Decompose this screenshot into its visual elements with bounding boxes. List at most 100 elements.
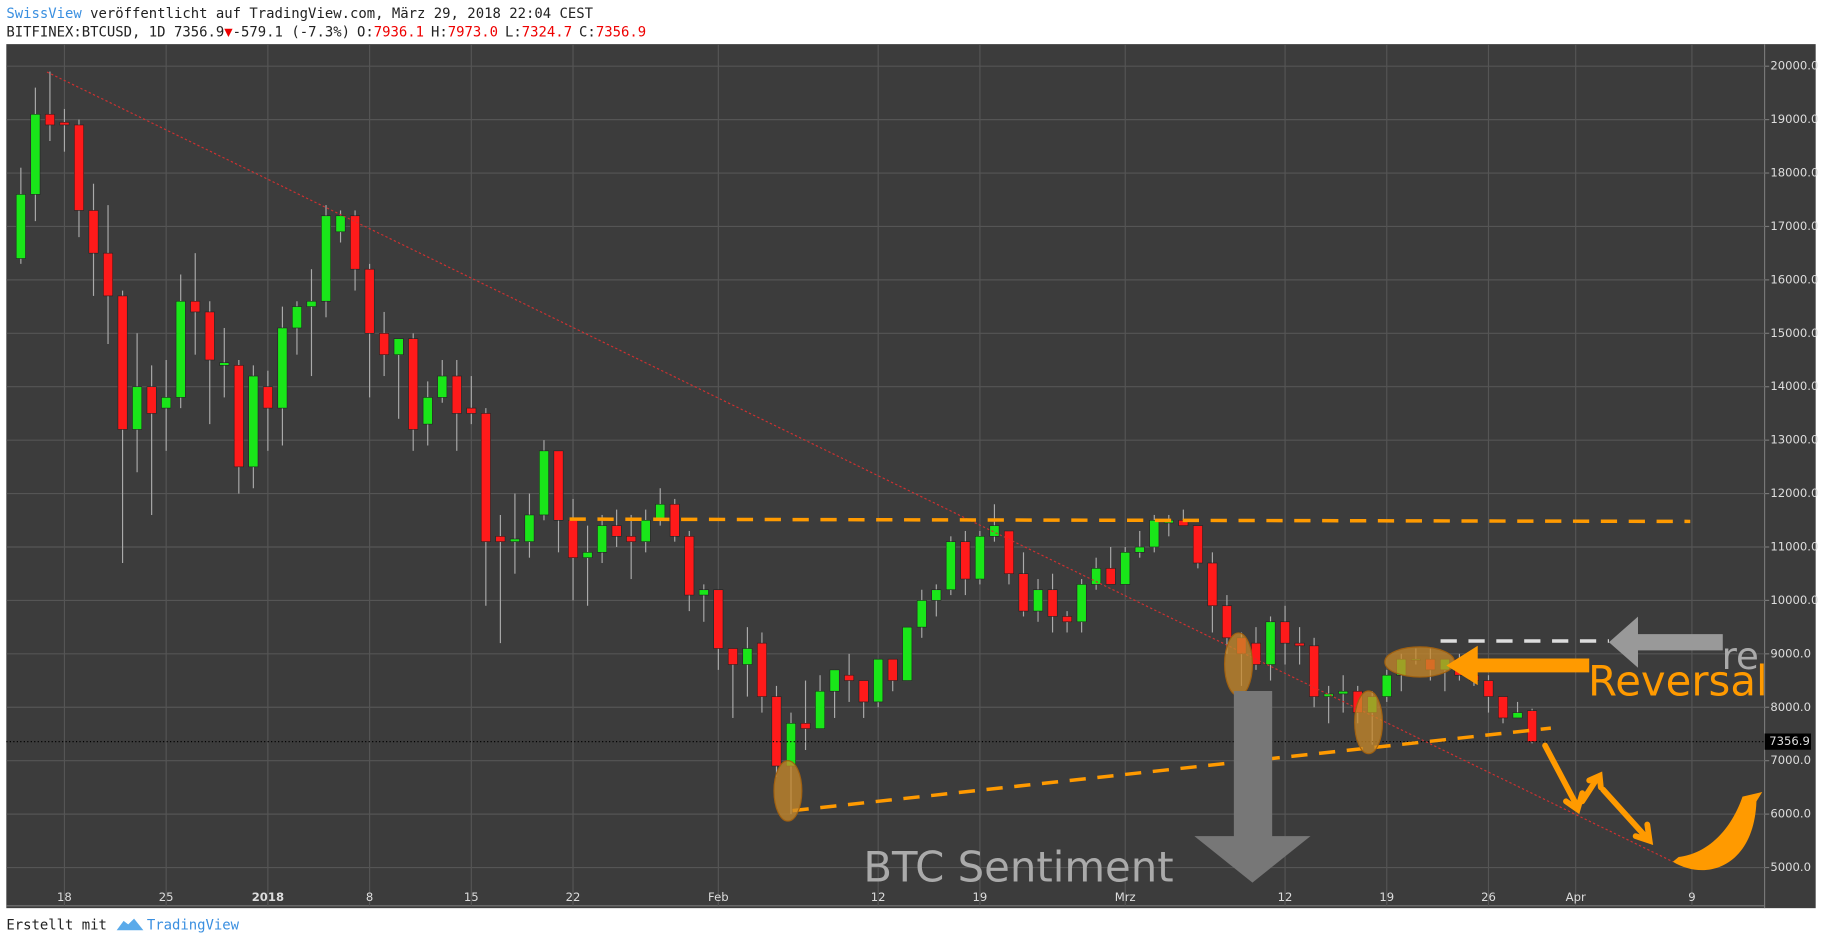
zigzag-arrows xyxy=(1542,742,1654,846)
last-price-label: 7356.9 xyxy=(1769,734,1810,748)
candle-body xyxy=(553,450,564,521)
highlight xyxy=(773,760,803,822)
candle-body xyxy=(437,375,448,398)
c-label: C: xyxy=(579,25,596,41)
y-tick-label: 9000.0 xyxy=(1770,646,1811,660)
tradingview-logo[interactable] xyxy=(116,918,144,931)
footer-brand[interactable]: TradingView xyxy=(147,918,240,934)
candle-body xyxy=(175,300,186,398)
y-tick-label: 15000.0 xyxy=(1770,326,1818,340)
candle-body xyxy=(466,407,477,414)
candle-body xyxy=(1221,605,1232,639)
footer-made-with: Erstellt mit xyxy=(6,918,107,934)
grey-left-arrow xyxy=(1608,616,1723,668)
candle-body xyxy=(815,690,825,729)
change-arrow: ▼ xyxy=(224,25,233,41)
candle-body xyxy=(335,215,346,233)
candle-body xyxy=(800,723,811,729)
candle-body xyxy=(248,375,259,468)
candle-body xyxy=(1483,680,1494,697)
candle-body xyxy=(74,124,84,211)
y-tick-label: 16000.0 xyxy=(1770,272,1818,286)
resistance-line xyxy=(569,517,1691,524)
candle-body xyxy=(844,674,855,681)
l-value: 7324.7 xyxy=(522,25,572,41)
candle-body xyxy=(829,669,840,692)
highlight xyxy=(1384,646,1456,678)
candle-body xyxy=(451,375,462,414)
y-tick-label: 17000.0 xyxy=(1770,219,1818,233)
candle-body xyxy=(277,327,288,409)
candle-body xyxy=(1076,584,1087,623)
candle-body xyxy=(974,536,985,580)
candle-body xyxy=(669,503,680,537)
x-tick-label: 12 xyxy=(1278,890,1293,904)
x-tick-label: Mrz xyxy=(1115,890,1136,904)
h-label: H: xyxy=(431,25,448,41)
x-tick-label: 12 xyxy=(871,890,886,904)
candle-body xyxy=(1120,552,1131,585)
y-tick-label: 5000.0 xyxy=(1770,860,1811,874)
y-tick-label: 8000.0 xyxy=(1770,700,1811,714)
header-line-2: BITFINEX:BTCUSD, 1D 7356.9▼-579.1 (-7.3%… xyxy=(6,25,646,41)
x-tick-label: 9 xyxy=(1688,890,1695,904)
y-tick-label: 7000.0 xyxy=(1770,753,1811,767)
author[interactable]: SwissView xyxy=(6,6,82,22)
x-tick-label: 19 xyxy=(1379,890,1394,904)
candle-body xyxy=(350,215,361,270)
candle-body xyxy=(1294,642,1305,647)
candle-body xyxy=(626,536,637,542)
candle-body xyxy=(262,386,273,409)
header-line-1: SwissView veröffentlicht auf TradingView… xyxy=(6,6,593,22)
candle-body xyxy=(1207,562,1218,607)
support-line xyxy=(792,726,1552,813)
highlight xyxy=(1354,690,1384,755)
candle-body xyxy=(219,362,230,366)
candle-body xyxy=(422,397,433,425)
x-tick-label: 15 xyxy=(464,890,479,904)
highlight xyxy=(1223,632,1254,697)
orange-left-arrow xyxy=(1446,645,1590,686)
candle-body xyxy=(1192,525,1203,564)
y-tick-label: 20000.0 xyxy=(1770,59,1818,73)
candle-body xyxy=(1323,693,1334,697)
candle-body xyxy=(321,215,331,302)
candle-body xyxy=(103,252,113,297)
c-value: 7356.9 xyxy=(596,25,646,41)
x-tick-label: 25 xyxy=(159,890,174,904)
h-value: 7973.0 xyxy=(448,25,498,41)
annotation-text: Reversal xyxy=(1588,657,1768,706)
y-tick-label: 19000.0 xyxy=(1770,112,1818,126)
symbol: BITFINEX:BTCUSD, 1D 7356.9 xyxy=(6,25,224,41)
x-tick-label: 19 xyxy=(973,890,988,904)
o-label: O: xyxy=(357,25,374,41)
candle-body xyxy=(480,413,491,542)
o-value: 7936.1 xyxy=(374,25,424,41)
candle-body xyxy=(698,589,709,596)
candle-body xyxy=(1062,616,1073,623)
candle-body xyxy=(611,525,622,537)
candle-body xyxy=(509,538,520,542)
candle-body xyxy=(640,519,651,542)
candle-body xyxy=(1265,621,1276,665)
drawings: BTC Sentiment Reversal re xyxy=(46,71,1768,891)
candle-body xyxy=(757,642,767,697)
candle-body xyxy=(364,268,375,334)
candle-body xyxy=(568,519,578,558)
last-price-box xyxy=(1764,733,1812,750)
candle-body xyxy=(597,525,608,553)
annotation-text: BTC Sentiment xyxy=(863,842,1173,891)
candle-body xyxy=(539,450,549,516)
candle-body xyxy=(1105,568,1116,585)
candle-body xyxy=(161,397,172,409)
candle-body xyxy=(582,552,593,558)
candle-body xyxy=(15,194,26,259)
candle-body xyxy=(1018,573,1029,612)
candle-body xyxy=(1338,690,1349,695)
candle-body xyxy=(1004,530,1014,574)
candle-body xyxy=(190,300,201,313)
x-tick-label: Feb xyxy=(708,890,729,904)
hook-arrow xyxy=(1672,792,1763,871)
